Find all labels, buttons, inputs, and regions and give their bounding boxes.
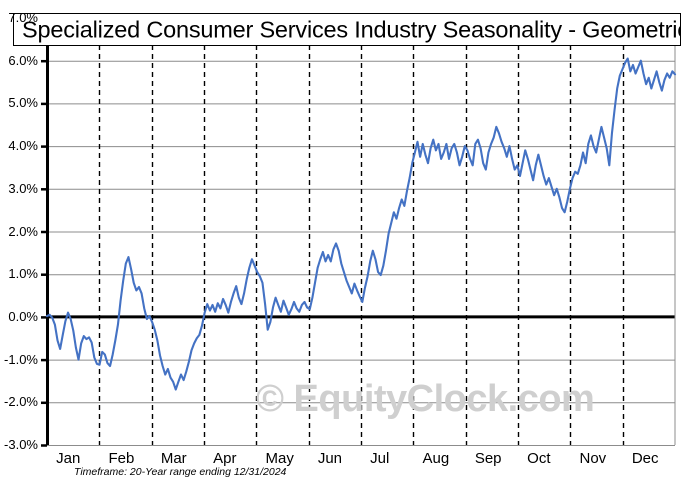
y-axis-tick-label: 2.0%: [8, 223, 38, 239]
y-axis-tick-label: 7.0%: [8, 10, 38, 25]
x-axis-tick-label-jul: Jul: [370, 450, 390, 467]
y-axis-tick-label: 6.0%: [8, 52, 38, 68]
x-axis-tick-label-sep: Sep: [474, 450, 502, 467]
x-axis-tick-label-apr: Apr: [213, 450, 237, 467]
data-series-line: [45, 57, 677, 391]
y-axis-tick-label: 3.0%: [8, 180, 38, 196]
y-axis-tick-label: -3.0%: [4, 437, 38, 452]
x-axis-tick-label-aug: Aug: [422, 450, 450, 467]
chart-title-box: Specialized Consumer Services Industry S…: [13, 13, 681, 46]
x-axis-tick-label-feb: Feb: [108, 450, 135, 467]
y-axis-tick-label: -2.0%: [4, 394, 38, 410]
page-title: Specialized Consumer Services Industry S…: [22, 16, 681, 42]
x-axis-tick-label-dec: Dec: [631, 450, 659, 467]
x-axis-tick-label-jun: Jun: [317, 450, 343, 467]
x-axis-tick-label-jan: Jan: [56, 450, 81, 467]
month-divider-lines: [98, 18, 625, 445]
y-axis-tick-label: 0.0%: [8, 308, 38, 324]
x-axis-tick-label-nov: Nov: [579, 450, 607, 467]
y-axis-tick-label: -1.0%: [4, 351, 38, 367]
x-axis-tick-label-oct: Oct: [527, 450, 551, 467]
y-axis-tick-label: 1.0%: [8, 266, 38, 282]
x-axis-tick-label-mar: Mar: [160, 450, 187, 467]
timeframe-footnote: Timeframe: 20-Year range ending 12/31/20…: [74, 466, 287, 478]
y-axis-tick-label: 5.0%: [8, 95, 38, 111]
x-axis-tick-label-may: May: [265, 450, 294, 467]
y-axis-tick-label: 4.0%: [8, 138, 38, 154]
